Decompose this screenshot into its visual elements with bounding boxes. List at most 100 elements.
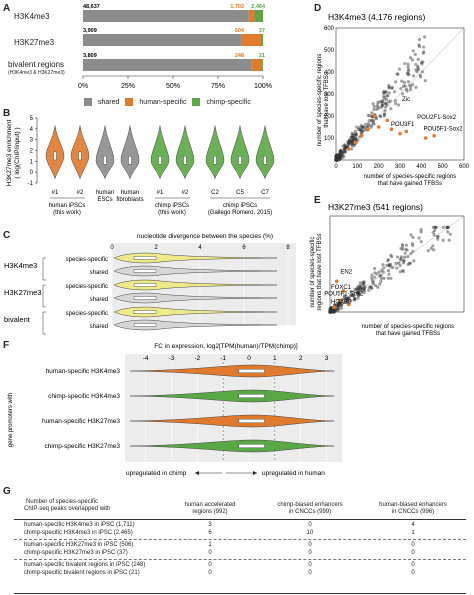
violin (150, 125, 170, 180)
data-point (377, 106, 381, 110)
table-row-label: chimp-specific H3K4me3 in iPSC (2,465) (24, 530, 133, 536)
table-row: human-specific H3K27me3 in iPSC (506) 1 0 0 (0, 542, 474, 550)
sample-label: C2 (211, 190, 219, 196)
data-point (380, 103, 384, 108)
data-point (349, 141, 353, 145)
highlight-point (334, 279, 339, 284)
data-point (416, 57, 420, 61)
data-point (345, 296, 349, 300)
violin (113, 306, 278, 318)
data-point (370, 286, 374, 291)
data-point (360, 129, 364, 133)
data-point (378, 282, 382, 286)
highlight-point (366, 127, 370, 131)
row-label: species-specific (66, 311, 108, 317)
highlight-point (372, 114, 377, 118)
data-point (338, 153, 343, 157)
data-point (383, 90, 388, 94)
data-point (335, 155, 339, 159)
data-point (390, 255, 394, 259)
data-point (340, 151, 345, 155)
data-point (372, 118, 376, 123)
violin-box (238, 443, 265, 448)
data-point (346, 297, 350, 302)
violin-box (133, 256, 157, 260)
data-point (373, 271, 377, 275)
data-point (351, 294, 355, 298)
data-point (356, 290, 360, 295)
data-point (328, 310, 332, 314)
data-point (335, 158, 339, 162)
data-point (386, 259, 390, 263)
panel-b-ylabel2: ( log(ChIP/input) ) (14, 127, 21, 178)
data-point (382, 114, 386, 118)
data-point (349, 135, 353, 139)
legend-shared-swatch (84, 98, 92, 106)
data-point (336, 153, 340, 157)
data-point (344, 296, 348, 301)
table-header-col2: chimp-biased enhancers (277, 502, 343, 508)
data-point (337, 153, 342, 157)
bar-value-shared: 3,809 (83, 53, 97, 59)
violin-box (238, 394, 265, 399)
data-point (343, 146, 347, 150)
row-label: shared (90, 270, 108, 276)
data-point (335, 153, 339, 157)
data-point (343, 143, 347, 147)
data-point (341, 153, 345, 157)
table-cell-chimp-enh: 0 (308, 570, 312, 576)
x-tick-label: 0 (247, 355, 251, 362)
data-point (353, 297, 357, 301)
data-point (432, 233, 436, 237)
x-tick-label: 400 (416, 164, 427, 170)
data-point (334, 158, 338, 162)
group-label: (this work) (53, 210, 81, 216)
violin-box (128, 156, 132, 165)
data-point (414, 62, 418, 67)
panel-f-left-note: upregulated in chimp (126, 470, 187, 477)
data-point (415, 70, 419, 74)
data-point (338, 150, 342, 154)
data-point (340, 153, 344, 157)
data-point (334, 158, 338, 162)
data-point (337, 303, 341, 307)
x-tick-label: 6 (242, 245, 246, 251)
data-point (329, 307, 334, 311)
data-point (400, 79, 404, 83)
data-point (340, 150, 344, 154)
highlight-point (341, 289, 346, 293)
violin-box (238, 418, 265, 423)
bar-shared (83, 59, 252, 71)
data-point (377, 270, 381, 274)
panel-d-chart: H3K4me3 (4,176 regions) number of specie… (317, 12, 470, 187)
data-point (423, 79, 427, 83)
data-point (334, 157, 338, 161)
data-point (328, 307, 332, 312)
data-point (403, 251, 407, 255)
data-point (357, 290, 361, 294)
data-point (335, 156, 339, 161)
data-point (328, 308, 333, 312)
highlight-point (359, 134, 364, 138)
data-point (350, 134, 354, 138)
panel-a-row-sublabel: (H3K4me3 & H3K27me3) (8, 70, 65, 76)
table-cell-human-enh: 0 (411, 542, 415, 548)
data-point (342, 147, 346, 152)
data-point (411, 49, 415, 53)
table-cell-har: 1 (208, 542, 212, 548)
data-point (371, 102, 375, 106)
data-point (360, 289, 364, 293)
bar-value-shared: 48,637 (83, 4, 100, 10)
data-point (362, 288, 367, 292)
data-point (431, 244, 435, 248)
data-point (361, 129, 366, 133)
data-point (350, 139, 354, 143)
data-point (341, 151, 345, 155)
data-point (398, 270, 402, 274)
data-point (339, 149, 343, 154)
data-point (397, 103, 401, 107)
data-point (383, 105, 388, 109)
data-point (334, 308, 338, 312)
point-annotation: FOXC1 (331, 285, 352, 291)
data-point (335, 158, 339, 162)
